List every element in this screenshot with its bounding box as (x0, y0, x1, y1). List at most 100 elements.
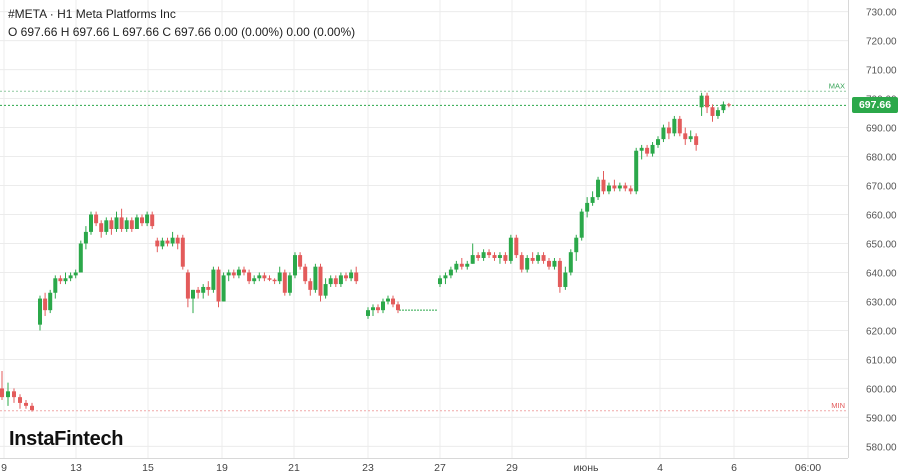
candle (487, 249, 492, 258)
candle (381, 298, 385, 314)
candle (257, 272, 262, 282)
grid-lines (0, 0, 848, 458)
candle-body (221, 275, 226, 302)
candle (226, 269, 231, 282)
candle (656, 136, 660, 148)
instrument-title: #META · H1 Meta Platforms Inc (8, 7, 176, 21)
candle-body (119, 217, 124, 229)
candle (481, 249, 486, 261)
candle-body (104, 220, 109, 232)
candle (333, 275, 338, 287)
candle (58, 275, 63, 285)
candle (170, 231, 175, 247)
candle (448, 266, 453, 279)
candle-body (18, 397, 22, 403)
candle (318, 263, 323, 302)
candle-body (677, 118, 682, 134)
candle-body (308, 281, 313, 290)
candle (645, 144, 650, 157)
candle (547, 257, 551, 270)
candle (672, 115, 677, 137)
candle-body (699, 95, 704, 108)
candle (38, 295, 42, 331)
candle (705, 92, 710, 114)
candle (552, 257, 557, 270)
price-tick-label: 590.00 (866, 413, 897, 424)
candle-body (465, 263, 470, 267)
time-tick-label: 9 (1, 462, 7, 474)
time-tick-label: 4 (657, 462, 663, 474)
candle (313, 263, 318, 293)
candle (293, 252, 297, 279)
candle-body (293, 255, 297, 276)
candle (634, 147, 639, 195)
candle-body (454, 263, 459, 270)
candle (563, 266, 568, 290)
candle-body (38, 298, 42, 325)
candle (282, 269, 287, 296)
candle-body (376, 307, 380, 311)
candle-body (547, 260, 551, 267)
candle-body (216, 269, 221, 302)
candle (73, 269, 78, 279)
time-tick-label: 15 (142, 462, 154, 474)
candle-body (24, 402, 28, 406)
candle (78, 240, 83, 273)
candle-body (145, 214, 150, 224)
candle-body (623, 185, 628, 189)
candle-body (201, 286, 206, 293)
candle (109, 217, 114, 235)
price-tick-label: 690.00 (866, 124, 897, 135)
candle (391, 295, 395, 308)
candle-body (160, 240, 165, 247)
price-tick-label: 670.00 (866, 182, 897, 193)
candle-body (231, 272, 236, 276)
candle (201, 284, 206, 299)
candle (492, 252, 497, 261)
candle (18, 394, 22, 409)
price-tick-label: 720.00 (866, 37, 897, 48)
candle-body (391, 298, 395, 305)
price-tick-label: 580.00 (866, 442, 897, 453)
candle-body (94, 214, 99, 224)
candle-body (590, 197, 595, 203)
candle (68, 272, 73, 282)
candle (376, 304, 380, 314)
candle (94, 211, 99, 227)
candle (366, 307, 370, 319)
price-tick-label: 660.00 (866, 211, 897, 222)
candle-body (617, 185, 622, 189)
last-price-badge: 697.66 (852, 97, 898, 114)
candle-body (438, 278, 442, 285)
candle (661, 124, 666, 143)
candle-body (344, 275, 348, 279)
brand-logo: InstaFintech (9, 428, 124, 450)
candle-body (129, 220, 134, 229)
candle (683, 127, 688, 145)
price-tick-label: 680.00 (866, 153, 897, 164)
candle-body (257, 275, 262, 279)
candle-body (645, 147, 650, 154)
candle-body (175, 237, 180, 244)
candle-body (568, 252, 573, 273)
candle (497, 252, 502, 264)
candle-body (721, 104, 726, 111)
price-axis: 730.00720.00710.00700.00690.00680.00670.… (848, 0, 897, 458)
candle-body (247, 272, 252, 282)
candle-body (459, 263, 464, 267)
candle (650, 142, 655, 157)
candle (43, 292, 48, 316)
candle (277, 266, 282, 285)
candle-body (226, 272, 231, 276)
candle (262, 272, 267, 282)
candle (89, 211, 93, 235)
candle-body (386, 298, 390, 302)
candle-body (381, 301, 385, 311)
candle (396, 301, 400, 314)
candle (134, 214, 139, 229)
candle-body (715, 110, 720, 116)
candle-body (601, 179, 606, 192)
candle-body (63, 278, 68, 282)
candle (236, 266, 241, 279)
